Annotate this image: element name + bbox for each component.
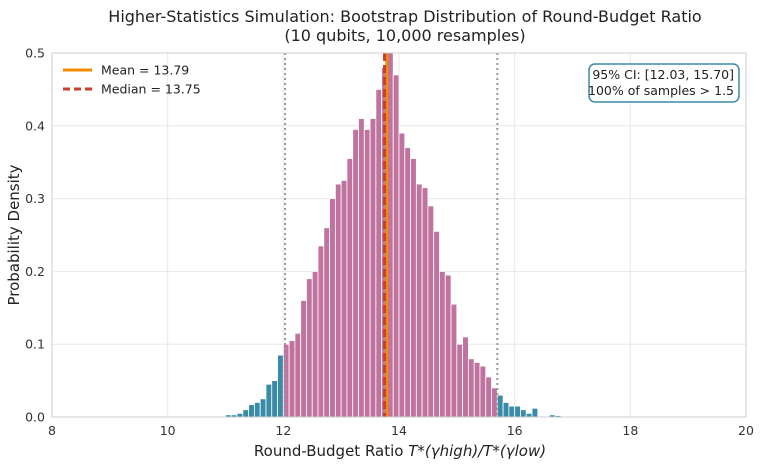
histogram-bar [439, 270, 446, 418]
histogram-bar [467, 358, 475, 418]
y-tick-label: 0.3 [25, 191, 45, 206]
histogram-bar [300, 300, 307, 418]
chart-title-line2: (10 qubits, 10,000 resamples) [284, 26, 525, 45]
y-tick-label: 0.4 [25, 118, 45, 133]
histogram-bar [410, 158, 417, 418]
histogram-bar [277, 354, 284, 418]
x-axis-label-text: Round-Budget Ratio [254, 442, 408, 460]
x-tick-label: 10 [160, 423, 176, 438]
histogram-bar [369, 118, 377, 418]
histogram-bar [306, 278, 313, 418]
ci-annotation-line1: 95% CI: [12.03, 15.70] [592, 67, 734, 82]
histogram-bar [242, 409, 250, 418]
x-tick-label: 8 [48, 423, 56, 438]
histogram-bar [248, 404, 255, 418]
histogram-bar [259, 398, 267, 418]
x-axis-label: Round-Budget Ratio T*(γhigh)/T*(γlow) [254, 442, 546, 460]
histogram-bar [317, 245, 325, 418]
histogram-bar [375, 89, 383, 418]
histogram-bar [392, 74, 400, 418]
histogram-bar [363, 129, 371, 418]
histogram-bar [433, 230, 440, 418]
histogram-bar [323, 227, 331, 418]
x-tick-label: 16 [507, 423, 523, 438]
histogram-bar [450, 303, 458, 418]
reference-lines [284, 53, 499, 417]
x-tick-label: 12 [275, 423, 291, 438]
histogram-bar [473, 361, 481, 418]
x-tick-label: 18 [622, 423, 638, 438]
ci-annotation-line2: 100% of samples > 1.5 [588, 83, 734, 98]
histogram-bar [265, 383, 273, 418]
histogram-bar [520, 409, 527, 418]
histogram-bar [427, 205, 435, 418]
x-axis-ticks: 8 10 12 14 16 18 20 [48, 423, 754, 438]
histogram-bar [346, 158, 354, 418]
histogram-bar [462, 336, 469, 418]
legend-median-label: Median = 13.75 [101, 82, 201, 97]
histogram-bar [294, 332, 302, 418]
plot-frame [51, 52, 747, 418]
y-axis-ticks: 0.0 0.1 0.2 0.3 0.4 0.5 [25, 46, 45, 425]
histogram-bar [508, 405, 516, 418]
histogram-bar [340, 179, 348, 418]
histogram-bar [479, 365, 487, 418]
ci-annotation-border [588, 63, 740, 103]
y-tick-label: 0.1 [25, 337, 45, 352]
ci-annotation-box: 95% CI: [12.03, 15.70] 100% of samples >… [588, 63, 740, 103]
x-tick-label: 20 [738, 423, 754, 438]
legend-mean-label: Mean = 13.79 [101, 63, 189, 78]
histogram-bar [288, 340, 296, 418]
x-tick-label: 14 [391, 423, 407, 438]
histogram-bar [525, 412, 533, 418]
histogram-bar [491, 387, 498, 418]
histogram-bar [311, 270, 319, 418]
histogram-bar [271, 380, 278, 418]
histogram-bar [236, 412, 244, 418]
histogram-bar [502, 402, 510, 418]
histogram-bar [531, 407, 539, 418]
histogram-bar [254, 402, 261, 418]
histogram-bar [421, 187, 429, 418]
histogram-bar [404, 147, 411, 418]
histogram-bar [444, 274, 452, 418]
histogram-bar [456, 343, 464, 418]
histogram-bars [225, 52, 562, 418]
histogram-bar [415, 183, 423, 418]
histogram-bar [329, 198, 336, 418]
histogram-bar [334, 183, 342, 418]
y-axis-label: Probability Density [5, 164, 23, 305]
y-tick-label: 0.2 [25, 264, 45, 279]
x-axis-label-math: T*(γhigh)/T*(γlow) [408, 442, 546, 460]
y-tick-label: 0.5 [25, 46, 45, 61]
histogram-bar [352, 129, 359, 418]
legend: Mean = 13.79 Median = 13.75 [63, 63, 201, 97]
histogram-bar [282, 343, 290, 418]
histogram-bar [514, 405, 521, 418]
histogram-bar [485, 376, 492, 418]
y-tick-label: 0.0 [25, 410, 45, 425]
histogram-bar [358, 118, 365, 418]
histogram-bar [398, 132, 406, 418]
chart-title-line1: Higher-Statistics Simulation: Bootstrap … [108, 7, 701, 26]
